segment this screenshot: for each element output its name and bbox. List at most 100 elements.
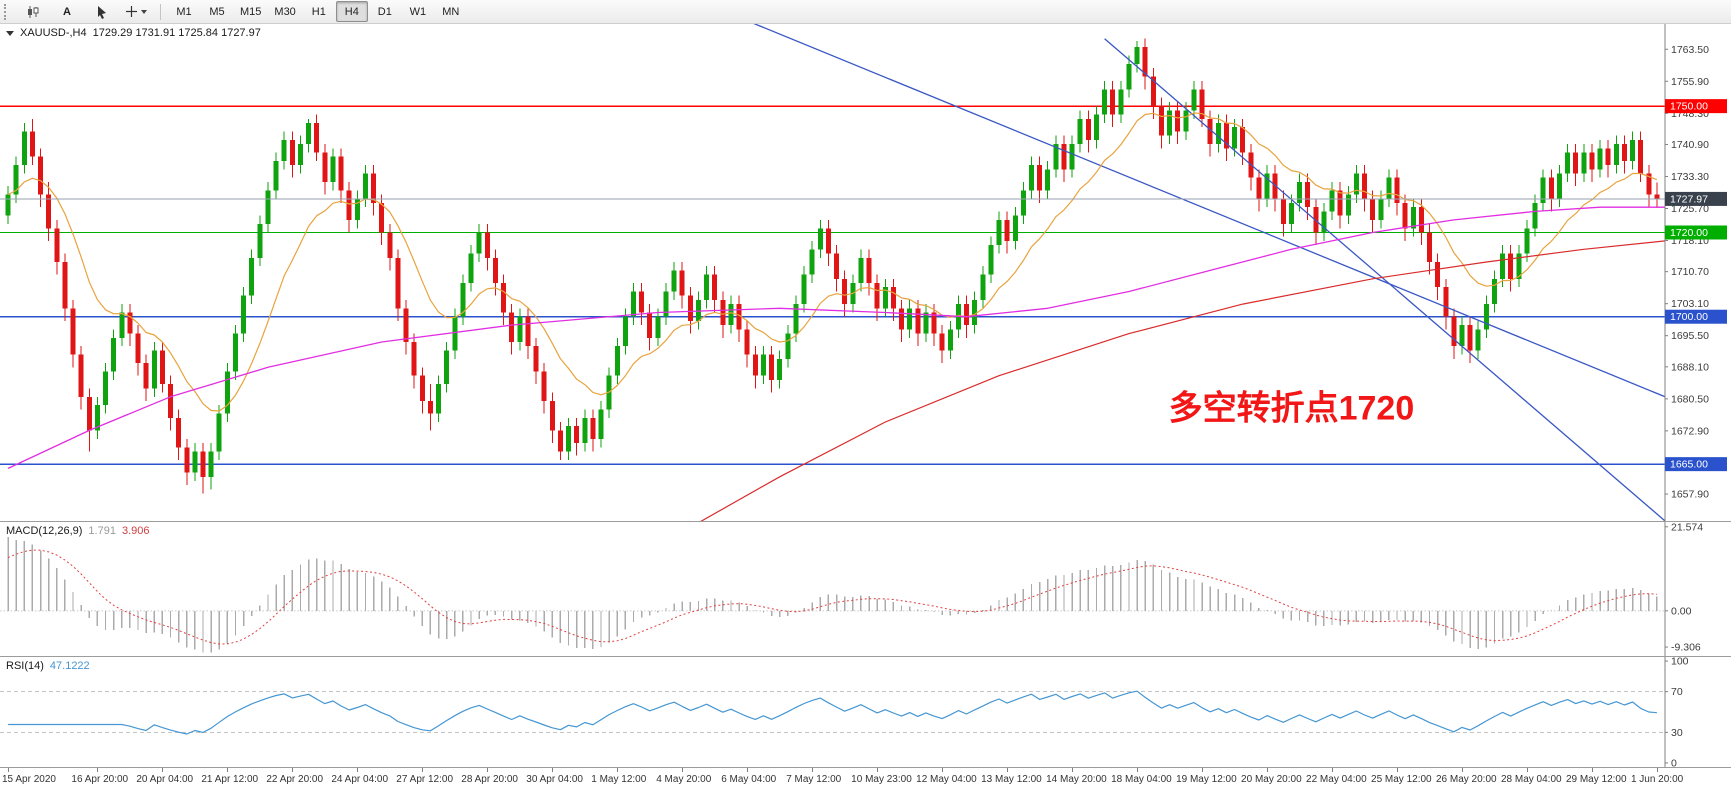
macd-value-signal: 3.906	[121, 525, 150, 537]
symbol-label: XAUUSD-,H4	[20, 27, 87, 39]
time-label: 26 May 20:00	[1435, 774, 1497, 785]
cursor-icon	[97, 5, 106, 19]
svg-text:1727.97: 1727.97	[1670, 193, 1708, 205]
time-label: 30 Apr 04:00	[526, 774, 583, 785]
timeframe-button-m5[interactable]: M5	[209, 5, 225, 18]
main-chart-canvas[interactable]: 1763.501755.901748.301740.901733.301725.…	[0, 24, 1731, 521]
time-tick	[747, 768, 749, 772]
macd-canvas[interactable]: 21.574 0.00 -9.306	[0, 522, 1731, 656]
svg-text:1680.50: 1680.50	[1671, 393, 1709, 405]
time-tick	[487, 768, 489, 772]
rsi-line	[8, 690, 1657, 735]
time-tick	[162, 768, 164, 772]
ma-mid-magenta	[7, 206, 1666, 469]
time-label: 28 May 04:00	[1500, 774, 1562, 785]
time-label: 20 May 20:00	[1241, 774, 1302, 785]
svg-text:1740.90: 1740.90	[1671, 139, 1709, 151]
timeframe-button-d1[interactable]: D1	[377, 5, 392, 18]
timeframe-button-h4[interactable]: H4	[335, 1, 368, 22]
svg-text:1695.50: 1695.50	[1671, 330, 1709, 342]
time-label: 16 Apr 20:00	[71, 774, 129, 785]
ma-fast-orange	[7, 112, 1658, 412]
time-tick	[1007, 768, 1009, 772]
time-tick	[227, 768, 229, 772]
time-tick	[1202, 768, 1204, 772]
time-tick	[812, 768, 814, 772]
time-tick	[1656, 768, 1658, 772]
time-tick	[1072, 768, 1074, 772]
time-label: 12 May 04:00	[916, 774, 977, 785]
time-tick	[292, 768, 294, 772]
time-tick	[552, 768, 554, 772]
svg-text:21.574: 21.574	[1671, 522, 1703, 533]
time-label: 21 Apr 12:00	[201, 774, 259, 785]
time-label: 29 May 12:00	[1565, 774, 1627, 785]
time-tick	[682, 768, 684, 772]
time-label: 18 May 04:00	[1111, 774, 1172, 785]
time-tick	[1332, 768, 1334, 772]
time-tick	[1526, 768, 1528, 772]
time-tick	[357, 768, 359, 772]
svg-text:1750.00: 1750.00	[1670, 101, 1708, 113]
toolbar-drag-handle[interactable]	[4, 3, 11, 20]
timeframe-button-h1[interactable]: H1	[311, 5, 326, 18]
timeframe-button-m1[interactable]: M1	[176, 5, 192, 18]
macd-value-main: 1.791	[88, 525, 116, 537]
svg-text:70: 70	[1671, 686, 1683, 698]
timeframe-button-w1[interactable]: W1	[409, 5, 427, 18]
time-tick	[422, 768, 424, 772]
macd-histogram	[7, 536, 1658, 653]
time-label: 6 May 04:00	[721, 774, 777, 785]
time-label: 13 May 12:00	[981, 774, 1042, 785]
time-label: 7 May 12:00	[786, 774, 842, 785]
rsi-value: 47.1222	[49, 660, 90, 672]
time-tick	[1137, 768, 1139, 772]
crosshair-tool-button[interactable]	[119, 1, 153, 22]
svg-text:-9.306: -9.306	[1671, 642, 1701, 654]
symbol-collapse-icon[interactable]	[6, 30, 14, 36]
macd-signal-line	[7, 549, 1657, 645]
time-tick	[97, 768, 99, 772]
timeframe-button-m15[interactable]: M15	[240, 5, 262, 18]
time-label: 4 May 20:00	[656, 774, 712, 785]
svg-text:1700.00: 1700.00	[1670, 311, 1708, 323]
chart-type-button[interactable]	[17, 1, 49, 22]
timeframe-button-m30[interactable]: M30	[274, 5, 296, 18]
chart-title: XAUUSD-,H4 1729.29 1731.91 1725.84 1727.…	[6, 27, 261, 39]
macd-panel: 21.574 0.00 -9.306 MACD(12,26,9) 1.791 3.9…	[0, 522, 1731, 657]
time-tick	[877, 768, 879, 772]
text-label-button[interactable]: A	[51, 1, 83, 22]
text-label-icon: A	[63, 5, 71, 18]
time-label: 25 May 12:00	[1371, 774, 1432, 785]
timeframe-group: M1 M5 M15 M30 H1 H4 D1 W1 MN	[168, 1, 467, 22]
time-tick	[8, 768, 10, 772]
svg-text:1733.30: 1733.30	[1671, 171, 1709, 183]
time-tick	[1461, 768, 1463, 772]
svg-text:1725.70: 1725.70	[1671, 203, 1709, 215]
time-label: 24 Apr 04:00	[331, 774, 389, 785]
time-label: 10 May 23:00	[851, 774, 912, 785]
main-chart-pane: 1763.50 1755.90 1748.30 1740.90 1733.30 1725.…	[0, 24, 1731, 522]
time-tick	[1591, 768, 1593, 772]
cursor-tool-button[interactable]	[85, 1, 117, 22]
toolbar: A M1 M5 M15 M30 H1 H4 D1 W1 MN	[0, 0, 1731, 24]
time-axis[interactable]: 15 Apr 2020 16 Apr 20:00 20 Apr 04:00 21 Ap…	[0, 768, 1731, 792]
time-tick	[1397, 768, 1399, 772]
time-label: 20 Apr 04:00	[136, 774, 194, 785]
rsi-canvas[interactable]: 100 70 30 0	[0, 657, 1731, 767]
timeframe-button-mn[interactable]: MN	[442, 5, 460, 18]
toolbar-separator	[160, 3, 161, 20]
svg-text:100: 100	[1671, 657, 1689, 668]
moving-averages-layer	[7, 112, 1666, 521]
hlines-layer	[0, 105, 1665, 465]
time-tick	[942, 768, 944, 772]
candlestick-icon	[28, 5, 39, 18]
ma-slow-red	[700, 240, 1666, 521]
chevron-down-icon	[141, 9, 147, 14]
time-label: 15 Apr 2020	[2, 774, 56, 785]
svg-text:1710.70: 1710.70	[1671, 266, 1709, 278]
svg-text:1755.90: 1755.90	[1671, 76, 1709, 88]
svg-text:30: 30	[1671, 727, 1683, 739]
svg-text:1763.50: 1763.50	[1671, 44, 1709, 56]
rsi-label: RSI(14)	[6, 660, 44, 672]
